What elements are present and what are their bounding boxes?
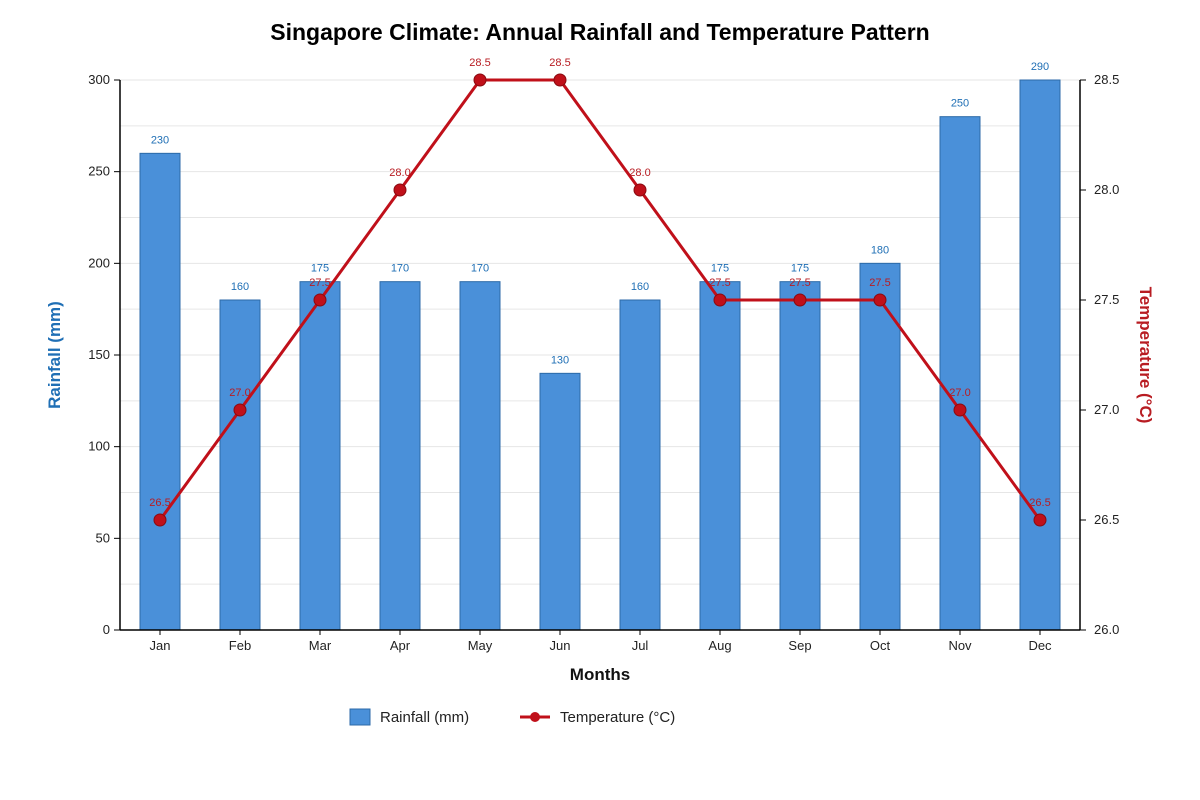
x-tick-label: Sep bbox=[788, 638, 811, 653]
temperature-point-label: 28.0 bbox=[629, 167, 650, 179]
grid bbox=[120, 79, 1080, 585]
x-tick-label: Apr bbox=[390, 638, 411, 653]
temperature-point-jun bbox=[553, 73, 567, 87]
left-tick-label: 150 bbox=[88, 347, 110, 362]
temperature-point-jan bbox=[153, 513, 167, 527]
x-tick-label: Feb bbox=[229, 638, 251, 653]
right-tick-label: 26.0 bbox=[1094, 622, 1119, 637]
bar-label: 160 bbox=[231, 281, 249, 293]
bar-label: 175 bbox=[711, 263, 729, 275]
temperature-point-label: 27.0 bbox=[229, 387, 250, 399]
temperature-point-label: 28.5 bbox=[469, 57, 490, 69]
bar-label: 130 bbox=[551, 354, 569, 366]
legend: Rainfall (mm) Temperature (°C) bbox=[349, 708, 675, 726]
bar-label: 290 bbox=[1031, 61, 1049, 73]
chart-title: Singapore Climate: Annual Rainfall and T… bbox=[270, 19, 929, 45]
x-tick-label: May bbox=[468, 638, 493, 653]
x-tick-label: Jul bbox=[632, 638, 649, 653]
x-tick-label: Aug bbox=[708, 638, 731, 653]
left-tick-label: 250 bbox=[88, 164, 110, 179]
bar-label: 170 bbox=[391, 263, 409, 275]
bar-rainfall-nov bbox=[939, 116, 981, 631]
legend-swatch-rainfall bbox=[349, 708, 371, 726]
left-tick-label: 200 bbox=[88, 255, 110, 270]
legend-swatch-temperature-marker bbox=[530, 712, 540, 722]
x-axis-ticks: Jan Feb Mar Apr May Jun Jul Aug Sep Oct Nov Dec bbox=[150, 630, 1052, 653]
temperature-point-oct bbox=[873, 293, 887, 307]
bar-rainfall-dec bbox=[1019, 79, 1061, 631]
y-axis-right-title: Temperature (°C) bbox=[1136, 287, 1155, 424]
bar-label: 175 bbox=[311, 263, 329, 275]
right-tick-label: 28.5 bbox=[1094, 72, 1119, 87]
temperature-point-label: 28.0 bbox=[389, 167, 410, 179]
temperature-line bbox=[153, 73, 1047, 527]
rainfall-bar-labels: 230 160 175 170 170 130 160 175 175 180 250 290 bbox=[151, 61, 1049, 366]
bar-rainfall-aug bbox=[699, 281, 741, 631]
legend-label-temperature: Temperature (°C) bbox=[560, 709, 675, 726]
x-tick-label: Mar bbox=[309, 638, 332, 653]
left-tick-label: 100 bbox=[88, 439, 110, 454]
temperature-point-label: 27.5 bbox=[709, 277, 730, 289]
left-tick-label: 0 bbox=[103, 622, 110, 637]
right-tick-label: 28.0 bbox=[1094, 182, 1119, 197]
x-tick-label: Nov bbox=[948, 638, 972, 653]
bar-rainfall-mar bbox=[299, 281, 341, 631]
temperature-point-labels: 26.5 27.0 27.5 28.0 28.5 28.5 28.0 27.5 27.5 27.5… bbox=[149, 57, 1050, 509]
bar-label: 160 bbox=[631, 281, 649, 293]
temperature-point-nov bbox=[953, 403, 967, 417]
temperature-point-may bbox=[473, 73, 487, 87]
rainfall-bars bbox=[139, 79, 1061, 631]
right-tick-label: 26.5 bbox=[1094, 512, 1119, 527]
bar-rainfall-sep bbox=[779, 281, 821, 631]
temperature-point-label: 27.5 bbox=[789, 277, 810, 289]
bar-label: 180 bbox=[871, 244, 889, 256]
bar-label: 170 bbox=[471, 263, 489, 275]
bar-rainfall-jan bbox=[139, 152, 181, 631]
temperature-point-dec bbox=[1033, 513, 1047, 527]
temperature-point-feb bbox=[233, 403, 247, 417]
y-axis-left-title: Rainfall (mm) bbox=[45, 301, 64, 409]
temperature-series-line bbox=[158, 78, 1042, 521]
temperature-point-label: 26.5 bbox=[149, 497, 170, 509]
x-tick-label: Jun bbox=[550, 638, 571, 653]
x-tick-label: Dec bbox=[1028, 638, 1052, 653]
temperature-point-jul bbox=[633, 183, 647, 197]
bar-rainfall-oct bbox=[859, 262, 901, 631]
x-tick-label: Oct bbox=[870, 638, 891, 653]
bar-rainfall-jul bbox=[619, 299, 661, 631]
bar-label: 250 bbox=[951, 98, 969, 110]
left-tick-label: 300 bbox=[88, 72, 110, 87]
bar-label: 175 bbox=[791, 263, 809, 275]
x-tick-label: Jan bbox=[150, 638, 171, 653]
temperature-point-mar bbox=[313, 293, 327, 307]
temperature-point-label: 27.5 bbox=[869, 277, 890, 289]
legend-label-rainfall: Rainfall (mm) bbox=[380, 709, 469, 726]
bar-rainfall-apr bbox=[379, 281, 421, 631]
temperature-point-label: 27.0 bbox=[949, 387, 970, 399]
temperature-point-sep bbox=[793, 293, 807, 307]
temperature-point-aug bbox=[713, 293, 727, 307]
temperature-point-label: 26.5 bbox=[1029, 497, 1050, 509]
right-axis-ticks: 26.0 26.5 27.0 27.5 28.0 28.5 bbox=[1080, 72, 1119, 637]
right-tick-label: 27.0 bbox=[1094, 402, 1119, 417]
temperature-point-apr bbox=[393, 183, 407, 197]
bar-rainfall-feb bbox=[219, 299, 261, 631]
temperature-point-label: 27.5 bbox=[309, 277, 330, 289]
left-axis-ticks: 0 50 100 150 200 250 300 bbox=[88, 72, 120, 637]
bar-rainfall-jun bbox=[539, 372, 581, 631]
temperature-point-label: 28.5 bbox=[549, 57, 570, 69]
bar-label: 230 bbox=[151, 134, 169, 146]
right-tick-label: 27.5 bbox=[1094, 292, 1119, 307]
bar-rainfall-may bbox=[459, 281, 501, 631]
x-axis-title: Months bbox=[570, 665, 630, 684]
left-tick-label: 50 bbox=[96, 530, 110, 545]
